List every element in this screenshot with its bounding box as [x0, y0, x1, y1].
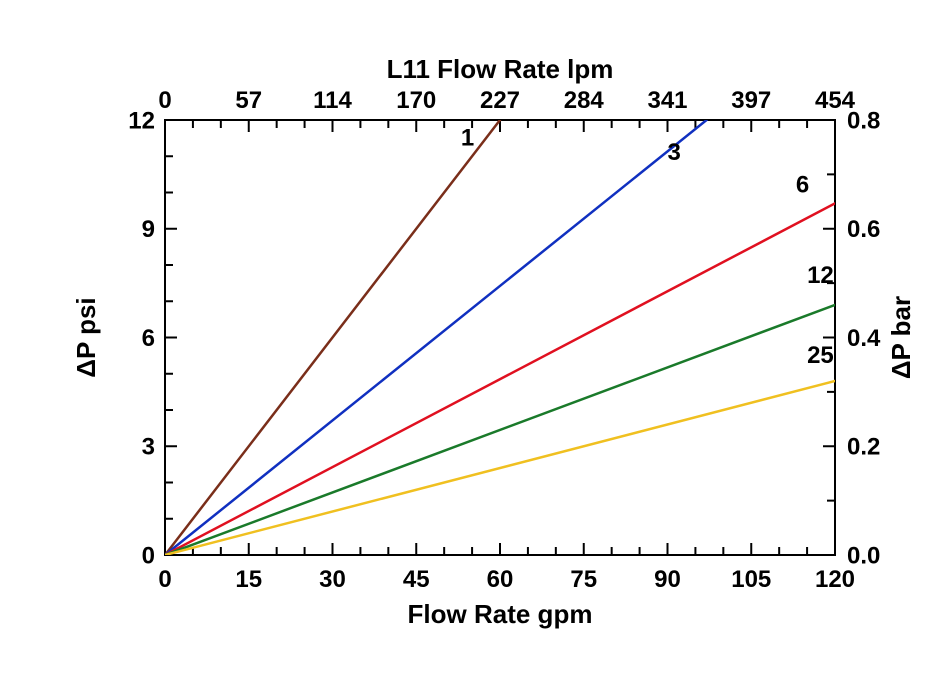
y-right-tick-label: 0.2: [847, 434, 880, 461]
x-top-tick-label: 114: [313, 87, 352, 114]
x-bottom-tick-label: 60: [487, 566, 514, 593]
x-bottom-tick-label: 15: [235, 566, 262, 593]
y-right-tick-label: 0.0: [847, 542, 880, 569]
x-bottom-axis-label: Flow Rate gpm: [408, 599, 593, 629]
x-top-tick-label: 57: [235, 87, 262, 114]
y-left-tick-label: 12: [128, 107, 155, 134]
y-right-axis-label: ΔP bar: [886, 296, 916, 379]
pressure-drop-chart: 0153045607590105120Flow Rate gpm05711417…: [0, 0, 932, 678]
x-bottom-tick-label: 120: [815, 566, 855, 593]
chart-svg: 0153045607590105120Flow Rate gpm05711417…: [0, 0, 932, 678]
y-right-tick-label: 0.8: [847, 107, 880, 134]
x-bottom-tick-label: 75: [570, 566, 597, 593]
series-label-1: 1: [461, 124, 474, 151]
y-left-axis-label: ΔP psi: [71, 297, 101, 377]
x-top-tick-label: 170: [396, 87, 436, 114]
x-bottom-tick-label: 90: [654, 566, 681, 593]
y-left-tick-label: 3: [142, 434, 155, 461]
y-left-tick-label: 6: [142, 325, 155, 352]
series-label-12: 12: [807, 262, 834, 289]
x-top-axis-label: L11 Flow Rate lpm: [387, 54, 614, 84]
y-left-tick-label: 0: [142, 542, 155, 569]
x-bottom-tick-label: 0: [158, 566, 171, 593]
x-bottom-tick-label: 30: [319, 566, 346, 593]
x-top-tick-label: 0: [158, 87, 171, 114]
y-right-tick-label: 0.6: [847, 216, 880, 243]
y-left-tick-label: 9: [142, 216, 155, 243]
x-top-tick-label: 284: [564, 87, 605, 114]
x-top-tick-label: 397: [731, 87, 771, 114]
series-label-3: 3: [668, 139, 681, 166]
x-top-tick-label: 341: [647, 87, 687, 114]
x-top-tick-label: 227: [480, 87, 520, 114]
x-bottom-tick-label: 45: [403, 566, 430, 593]
x-bottom-tick-label: 105: [731, 566, 771, 593]
series-label-6: 6: [796, 172, 809, 199]
series-label-25: 25: [807, 342, 834, 369]
y-right-tick-label: 0.4: [847, 325, 881, 352]
